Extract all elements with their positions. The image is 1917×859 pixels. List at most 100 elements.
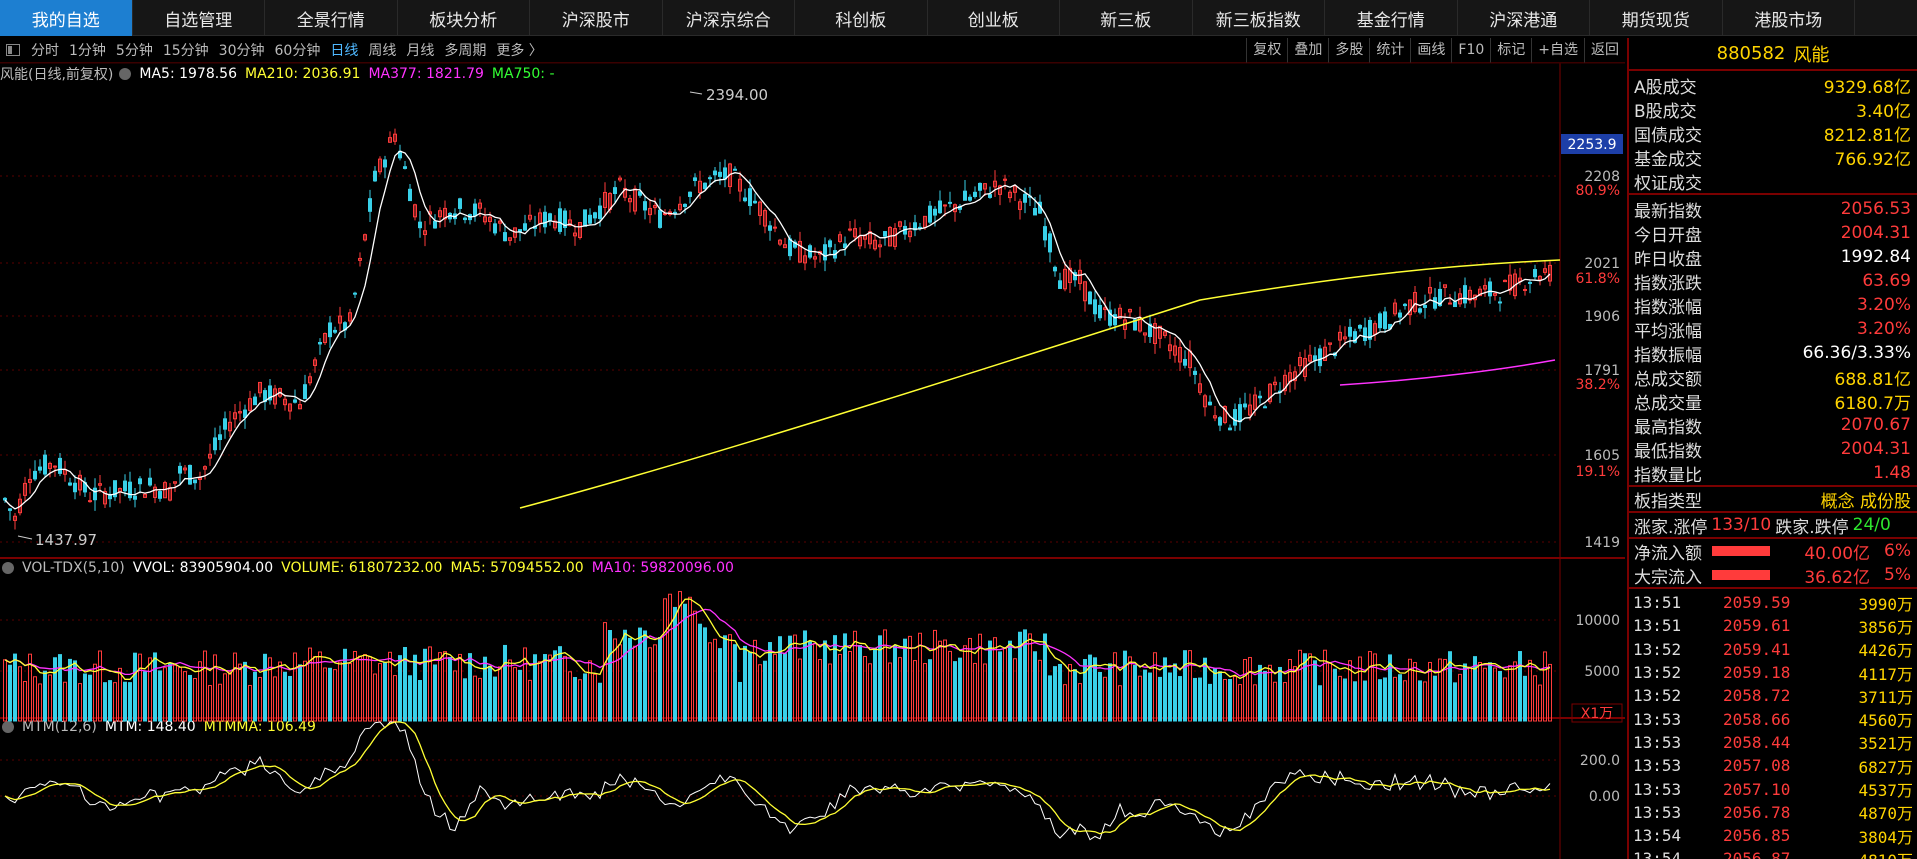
nav-tab[interactable]: 自选管理 <box>133 0 265 36</box>
candle-body <box>1113 314 1117 326</box>
nav-tab[interactable]: 新三板 <box>1060 0 1193 36</box>
candle-body <box>483 216 487 223</box>
nav-tab[interactable]: 新三板指数 <box>1193 0 1325 36</box>
high-pointer <box>689 91 703 95</box>
period-tab[interactable]: 5分钟 <box>115 43 153 59</box>
toolbar-button[interactable]: 复权 <box>1246 38 1287 63</box>
nav-tab[interactable]: 沪深京综合 <box>663 0 795 36</box>
volume-bar <box>958 657 962 722</box>
nav-tab[interactable]: 基金行情 <box>1325 0 1458 36</box>
volume-bar <box>1543 651 1547 722</box>
candle-body <box>1348 326 1352 337</box>
turnover-row: 基金成交 766.92亿 <box>1629 145 1917 170</box>
nav-tab[interactable]: 我的自选 <box>0 0 133 36</box>
volume-bar <box>1083 659 1087 722</box>
ma5-line <box>4 150 1551 510</box>
candle-body <box>968 196 972 201</box>
candle-body <box>928 205 932 223</box>
volume-bar <box>1463 663 1467 722</box>
nav-tab[interactable]: 全景行情 <box>265 0 398 36</box>
chart-area[interactable]: 2208 2021 1906 1791 1605 1419 80.9% 61.8% 38.2% 1… <box>0 0 1625 859</box>
settings-dot-icon[interactable] <box>119 68 132 80</box>
volume-bar <box>73 660 77 722</box>
toolbar-button[interactable]: 返回 <box>1584 38 1625 63</box>
toolbar-button[interactable]: 多股 <box>1328 38 1369 63</box>
type-value[interactable]: 概念 成份股 <box>1820 491 1911 512</box>
candle-body <box>243 409 247 418</box>
toolbar-button[interactable]: 标记 <box>1490 38 1531 63</box>
candle-body <box>1428 286 1432 294</box>
volume-bar <box>773 653 777 722</box>
candle-body <box>1273 381 1277 386</box>
mtm-legend-name: MTM(12,6) <box>22 719 97 735</box>
candle-body <box>693 177 697 182</box>
mtmma-label: MTMMA: 106.49 <box>203 719 316 735</box>
candle-body <box>1293 371 1297 382</box>
stat-row-label: 今日开盘 <box>1634 225 1702 246</box>
period-tab[interactable]: 30分钟 <box>218 43 265 59</box>
period-tab[interactable]: 月线 <box>406 43 435 59</box>
nav-tab[interactable]: 科创板 <box>795 0 928 36</box>
volume-bar <box>358 655 362 722</box>
volume-bar <box>1453 682 1457 722</box>
period-tab[interactable]: 15分钟 <box>162 43 209 59</box>
toolbar-button[interactable]: 统计 <box>1369 38 1410 63</box>
volume-bar <box>153 652 157 722</box>
candle-body <box>1043 226 1047 241</box>
period-tab[interactable]: 多周期 <box>444 43 487 59</box>
candle-body <box>1433 297 1437 309</box>
volume-bar <box>218 683 222 722</box>
toolbar-button[interactable]: +自选 <box>1531 38 1584 63</box>
volume-bar <box>118 667 122 722</box>
nav-tab[interactable]: 沪深港通 <box>1458 0 1590 36</box>
toolbar-button[interactable]: 叠加 <box>1287 38 1328 63</box>
updown-value-up: 133/10 <box>1711 515 1772 535</box>
stat-row: 最低指数 2004.31 <box>1629 437 1917 462</box>
nav-tab[interactable]: 沪深股市 <box>530 0 663 36</box>
period-tab[interactable]: 分时 <box>31 43 59 59</box>
volume-bar <box>113 682 117 722</box>
panel-toggle-icon[interactable] <box>6 44 20 56</box>
candle-body <box>93 487 97 501</box>
price-tick-label: 2208 <box>1584 169 1620 185</box>
volume-bar <box>608 630 612 722</box>
updown-label-up: 涨家.涨停 <box>1634 517 1708 538</box>
tick-time: 13:53 <box>1633 779 1682 799</box>
volume-bar <box>138 653 142 722</box>
nav-tab[interactable]: 期货现货 <box>1590 0 1723 36</box>
settings-dot-icon[interactable] <box>2 721 14 733</box>
volume-bar <box>33 676 37 722</box>
period-tab[interactable]: 周线 <box>368 43 397 59</box>
period-tab[interactable]: 更多 〉 <box>496 43 543 59</box>
candle-body <box>523 223 527 231</box>
toolbar-button[interactable]: 画线 <box>1410 38 1451 63</box>
volume-bar <box>1253 684 1257 722</box>
period-tab[interactable]: 日线 <box>330 43 359 59</box>
updown-label-down: 跌家.跌停 <box>1775 517 1849 538</box>
volume-bar <box>68 658 72 722</box>
turnover-row: 权证成交 <box>1629 169 1917 194</box>
tick-time: 13:52 <box>1633 686 1682 706</box>
candle-body <box>113 480 117 498</box>
nav-tab[interactable]: 创业板 <box>928 0 1060 36</box>
volume-bar <box>1118 685 1122 722</box>
period-tab[interactable]: 60分钟 <box>274 43 321 59</box>
candle-body <box>883 231 887 237</box>
turnover-row-label: B股成交 <box>1634 101 1697 122</box>
tick-time: 13:54 <box>1633 849 1682 859</box>
candle-body <box>43 454 47 475</box>
nav-tab[interactable]: 港股市场 <box>1723 0 1855 36</box>
settings-dot-icon[interactable] <box>2 562 14 574</box>
candle-body <box>473 203 477 217</box>
volume-bar <box>933 629 937 722</box>
volume-bar <box>1373 653 1377 722</box>
volume-bar <box>583 673 587 722</box>
volume-bar <box>1228 678 1232 722</box>
volume-bar <box>1418 680 1422 722</box>
period-tab[interactable]: 1分钟 <box>69 43 106 59</box>
volume-bar <box>808 640 812 722</box>
nav-tab[interactable]: 板块分析 <box>398 0 530 36</box>
toolbar-button[interactable]: F10 <box>1451 38 1490 63</box>
candle-body <box>1338 331 1342 341</box>
volume-bar <box>1113 652 1117 722</box>
